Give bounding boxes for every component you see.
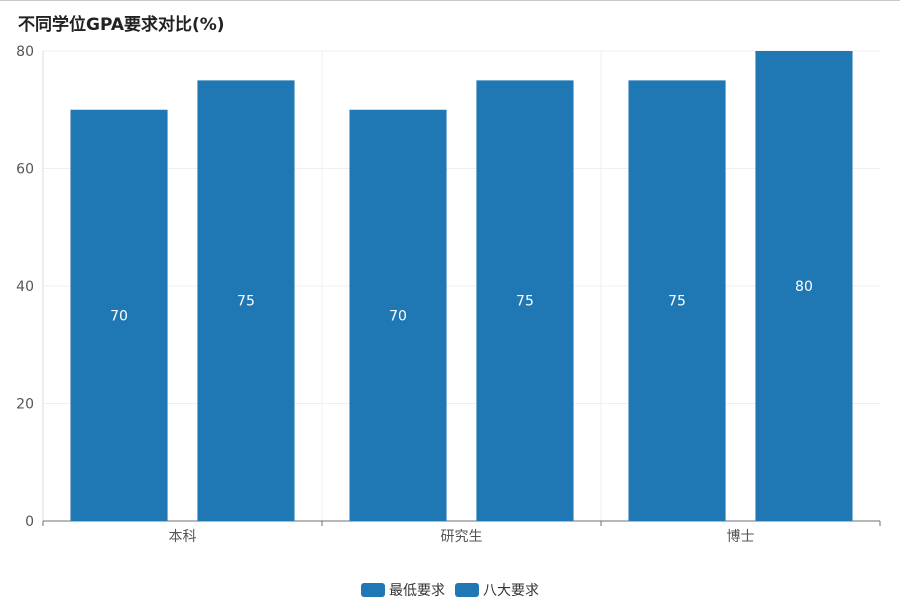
bar-1-1 <box>476 80 574 521</box>
bar-1-2 <box>755 51 853 521</box>
data-label: 75 <box>668 294 686 310</box>
data-label: 70 <box>389 308 407 324</box>
x-tick-label: 博士 <box>727 528 755 545</box>
y-tick-label: 80 <box>16 44 34 60</box>
bar-0-2 <box>628 80 726 521</box>
x-tick-label: 本科 <box>169 529 197 545</box>
legend-label: 最低要求 <box>389 583 445 599</box>
data-label: 80 <box>795 279 813 295</box>
legend-label: 八大要求 <box>483 583 539 599</box>
legend-swatch <box>361 583 385 597</box>
bar-0-0 <box>70 109 168 521</box>
bar-chart: 0 20 40 60 80 70 75 本科 70 75 研究生 75 80 博士 <box>16 44 881 545</box>
x-tick-label: 研究生 <box>441 529 483 545</box>
data-label: 75 <box>516 294 534 310</box>
chart-legend: 最低要求 八大要求 <box>0 580 900 600</box>
bar-0-1 <box>349 109 447 521</box>
data-label: 75 <box>237 294 255 310</box>
chart-title: 不同学位GPA要求对比(%) <box>18 15 225 35</box>
top-border <box>0 0 900 1</box>
legend-swatch <box>455 583 479 597</box>
y-tick-label: 60 <box>16 162 34 178</box>
legend-item[interactable]: 八大要求 <box>455 580 539 600</box>
bar-1-0 <box>197 80 295 521</box>
y-tick-label: 0 <box>25 514 34 530</box>
data-label: 70 <box>110 308 128 324</box>
legend-item[interactable]: 最低要求 <box>361 580 445 600</box>
y-tick-label: 20 <box>16 397 34 413</box>
y-tick-label: 40 <box>16 279 34 295</box>
